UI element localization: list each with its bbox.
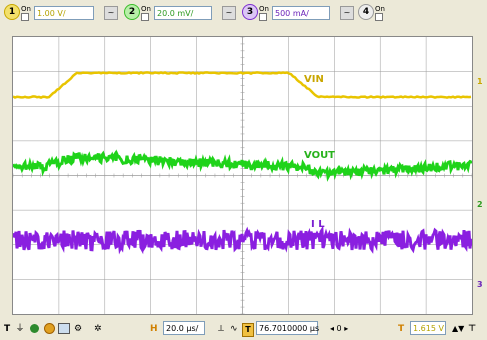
- vin-trace: [13, 72, 471, 97]
- channel-3-number: 3: [247, 7, 253, 17]
- trigger-icon[interactable]: T: [4, 321, 10, 337]
- channel-3-on-toggle[interactable]: On: [259, 5, 269, 21]
- settings-icon[interactable]: ✲: [94, 321, 102, 337]
- channel-2-number: 2: [129, 7, 135, 17]
- sine-icon[interactable]: ∿: [230, 321, 238, 337]
- channel-2-offset-marker[interactable]: 2: [477, 200, 483, 209]
- window-icon[interactable]: [58, 321, 70, 337]
- record-icon[interactable]: [30, 321, 39, 337]
- ground-icon[interactable]: ⏚: [14, 321, 26, 337]
- channel-4-on-checkbox[interactable]: [375, 13, 383, 21]
- channel-2-on-toggle[interactable]: On: [141, 5, 151, 21]
- channel-4-on-toggle[interactable]: On: [375, 5, 385, 21]
- trigger-level-stepper[interactable]: ▲▼: [452, 321, 464, 337]
- channel-toolbar: 1 On 1.00 V/ ~ 2 On 20.0 mV/ ~ 3 On 500 …: [0, 0, 487, 34]
- channel-3-on-label: On: [259, 5, 269, 13]
- waveform-plot: VIN VOUT I L: [13, 37, 472, 314]
- channel-2-button[interactable]: 2: [124, 4, 140, 20]
- channel-3-on-checkbox[interactable]: [259, 13, 267, 21]
- trigger-position-marker[interactable]: T: [242, 323, 254, 337]
- channel-4-on-label: On: [375, 5, 385, 13]
- channel-1-button[interactable]: 1: [4, 4, 20, 20]
- channel-3-scale-field[interactable]: 500 mA/: [272, 6, 330, 20]
- il-label: I L: [311, 219, 325, 230]
- single-icon[interactable]: [44, 321, 55, 337]
- vin-label: VIN: [304, 74, 324, 85]
- channel-1-offset-marker[interactable]: 1: [477, 77, 483, 86]
- channel-3-coupling-button[interactable]: ~: [340, 6, 354, 20]
- channel-3-offset-marker[interactable]: 3: [477, 280, 483, 289]
- trigger-level-field[interactable]: 1.615 V: [410, 321, 446, 335]
- channel-2-on-checkbox[interactable]: [141, 13, 149, 21]
- channel-1-on-toggle[interactable]: On: [21, 5, 31, 21]
- channel-1-on-label: On: [21, 5, 31, 13]
- channel-2-scale-field[interactable]: 20.0 mV/: [154, 6, 212, 20]
- channel-2-on-label: On: [141, 5, 151, 13]
- channel-3-button[interactable]: 3: [242, 4, 258, 20]
- trigger-source-icon[interactable]: ⊤: [468, 321, 476, 337]
- channel-1-coupling-button[interactable]: ~: [104, 6, 118, 20]
- trigger-label: T: [398, 321, 404, 337]
- channel-4-button[interactable]: 4: [358, 4, 374, 20]
- channel-4-number: 4: [363, 7, 369, 17]
- scope-display[interactable]: VIN VOUT I L: [12, 36, 473, 315]
- channel-1-on-checkbox[interactable]: [21, 13, 29, 21]
- graticule: [13, 37, 472, 314]
- channel-1-number: 1: [9, 7, 15, 17]
- navigate-arrows[interactable]: ◂ 0 ▸: [330, 321, 348, 337]
- channel-1-scale-field[interactable]: 1.00 V/: [34, 6, 94, 20]
- tools-icon[interactable]: ⚙: [74, 321, 82, 337]
- slope-icon[interactable]: ⟂: [218, 321, 224, 337]
- position-field[interactable]: 76.7010000 µs: [256, 321, 318, 335]
- timebase-toolbar: T ⏚ ⚙ ✲ H 20.0 µs/ ⟂ ∿ T 76.7010000 µs ◂…: [0, 318, 487, 340]
- timebase-field[interactable]: 20.0 µs/: [163, 321, 205, 335]
- horizontal-label: H: [150, 321, 158, 337]
- vout-label: VOUT: [304, 150, 335, 161]
- channel-2-coupling-button[interactable]: ~: [222, 6, 236, 20]
